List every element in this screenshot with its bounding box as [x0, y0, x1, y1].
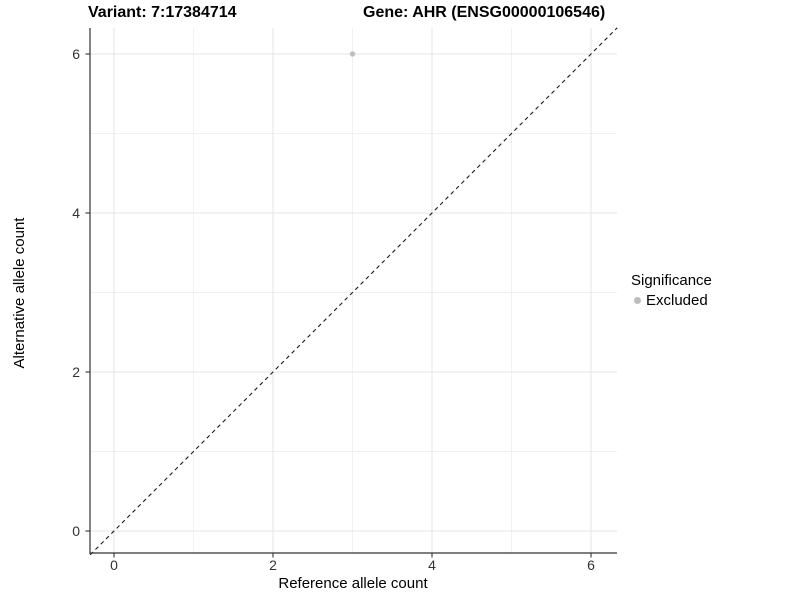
- legend: Significance Excluded: [628, 272, 712, 309]
- y-axis-title: Alternative allele count: [11, 217, 28, 369]
- y-tick-label: 6: [72, 46, 80, 62]
- variant-title: Variant: 7:17384714: [88, 4, 237, 21]
- legend-item-label: Excluded: [646, 292, 708, 309]
- identity-line: [89, 27, 618, 556]
- y-tick-label: 0: [72, 523, 80, 539]
- x-tick-label: 2: [269, 557, 277, 573]
- gene-title: Gene: AHR (ENSG00000106546): [363, 4, 606, 21]
- excluded-point-icon: [634, 297, 641, 304]
- legend-item-excluded: Excluded: [628, 292, 712, 309]
- x-tick-label: 0: [110, 557, 118, 573]
- legend-title: Significance: [631, 272, 712, 289]
- x-tick-label: 6: [587, 557, 595, 573]
- x-axis-title: Reference allele count: [278, 575, 428, 592]
- y-tick-label: 2: [72, 364, 80, 380]
- y-tick-label: 4: [72, 205, 80, 221]
- x-tick-label: 4: [428, 557, 436, 573]
- data-point: [349, 51, 356, 57]
